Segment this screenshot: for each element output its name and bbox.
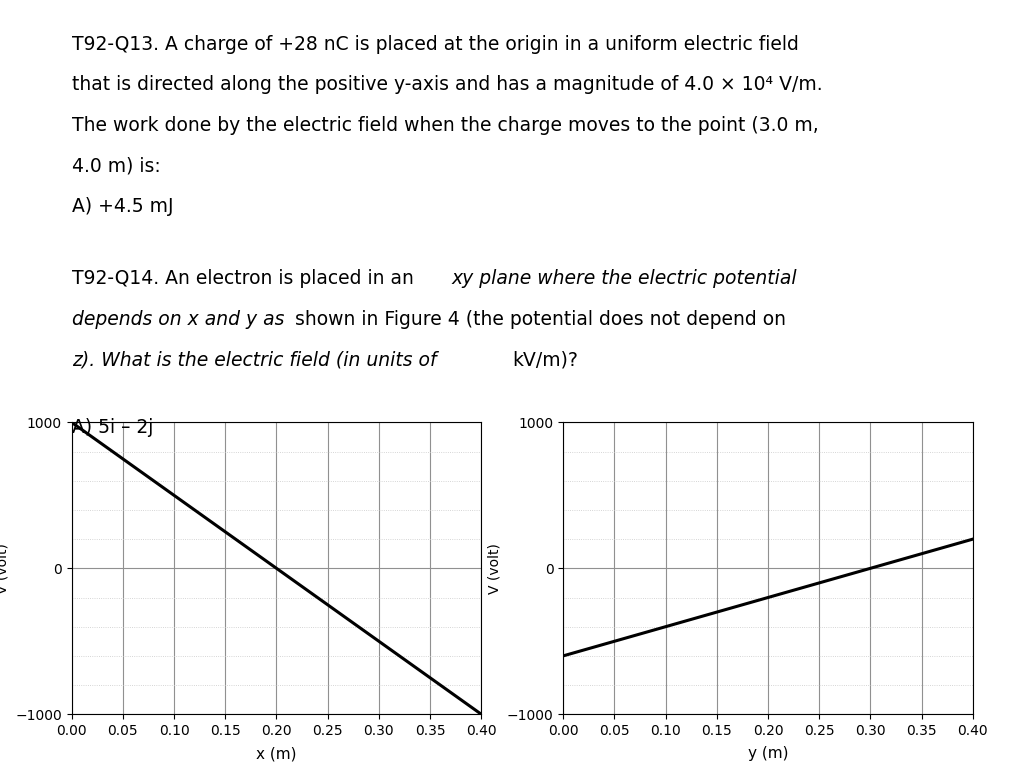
Text: xy plane where the electric potential: xy plane where the electric potential — [452, 269, 798, 288]
Text: The work done by the electric field when the charge moves to the point (3.0 m,: The work done by the electric field when… — [72, 116, 818, 135]
Text: shown in Figure 4 (the potential does not depend on: shown in Figure 4 (the potential does no… — [295, 310, 785, 329]
Y-axis label: V (volt): V (volt) — [487, 543, 501, 594]
X-axis label: y (m): y (m) — [748, 746, 788, 761]
Text: T92-Q14. An electron is placed in an: T92-Q14. An electron is placed in an — [72, 269, 420, 288]
Text: depends on x and y as: depends on x and y as — [72, 310, 290, 329]
Text: A) 5i – 2j: A) 5i – 2j — [72, 418, 153, 437]
Y-axis label: V (volt): V (volt) — [0, 543, 9, 594]
Text: 4.0 m) is:: 4.0 m) is: — [72, 157, 161, 176]
Text: T92-Q13. A charge of +28 nC is placed at the origin in a uniform electric field: T92-Q13. A charge of +28 nC is placed at… — [72, 35, 799, 54]
Text: A) +4.5 mJ: A) +4.5 mJ — [72, 197, 173, 217]
Text: kV/m)?: kV/m)? — [512, 350, 578, 369]
Text: that is directed along the positive y-axis and has a magnitude of 4.0 × 10⁴ V/m.: that is directed along the positive y-ax… — [72, 75, 822, 94]
Text: z). What is the electric field (in units of: z). What is the electric field (in units… — [72, 350, 442, 369]
X-axis label: x (m): x (m) — [256, 746, 297, 761]
